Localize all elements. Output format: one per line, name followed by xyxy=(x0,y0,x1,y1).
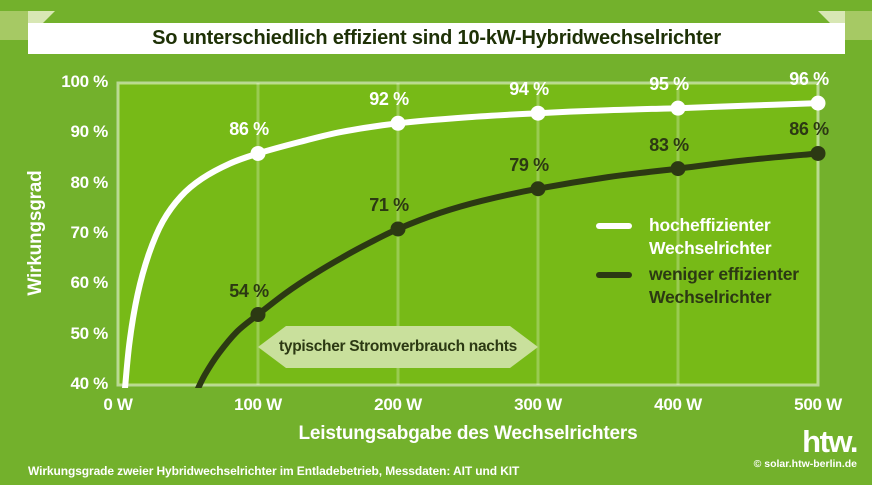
x-tick-label: 200 W xyxy=(374,395,422,414)
data-point-label: 86 % xyxy=(789,119,829,140)
data-point xyxy=(390,115,406,131)
data-point-label: 92 % xyxy=(369,89,409,110)
x-tick-label: 500 W xyxy=(794,395,842,414)
page-title: So unterschiedlich effizient sind 10-kW-… xyxy=(152,27,721,49)
htw-logo: htw. xyxy=(802,424,858,459)
data-point-label: 95 % xyxy=(649,74,689,95)
ribbon-tab-left xyxy=(0,11,30,40)
annotation-badge: typischer Stromverbrauch nachts xyxy=(258,326,538,368)
y-tick-label: 40 % xyxy=(70,374,108,393)
legend-entry-high-efficiency: hocheffizienter Wechselrichter xyxy=(596,214,799,260)
legend-label: hocheffizienter Wechselrichter xyxy=(649,215,772,258)
x-tick-label: 300 W xyxy=(514,395,562,414)
x-axis-title: Leistungsabgabe des Wechselrichters xyxy=(298,423,638,444)
data-point-label: 83 % xyxy=(649,134,689,155)
x-tick-label: 0 W xyxy=(103,395,133,414)
y-tick-label: 100 % xyxy=(61,72,108,91)
data-point xyxy=(530,181,546,197)
y-tick-label: 70 % xyxy=(70,223,108,242)
htw-logo-block: htw. © solar.htw-berlin.de xyxy=(753,424,859,470)
legend-line-icon-white xyxy=(596,223,632,229)
data-point-label: 94 % xyxy=(509,79,549,100)
plot-border xyxy=(116,81,820,387)
data-point-label: 79 % xyxy=(509,154,549,175)
data-point xyxy=(530,105,546,121)
data-point-label: 96 % xyxy=(789,69,829,90)
legend: hocheffizienter Wechselrichter weniger e… xyxy=(596,214,799,312)
x-tick-label: 400 W xyxy=(654,395,702,414)
y-tick-label: 90 % xyxy=(70,122,108,142)
curve-low-efficiency xyxy=(194,150,821,388)
ribbon-tab-right xyxy=(842,11,872,40)
data-point xyxy=(250,145,266,161)
legend-entry-low-efficiency: weniger effizienter Wechselrichter xyxy=(596,263,799,309)
data-point xyxy=(670,161,686,177)
y-tick-label: 60 % xyxy=(70,273,108,293)
data-point xyxy=(670,100,686,116)
data-point xyxy=(250,307,266,323)
data-point-label: 54 % xyxy=(229,280,269,301)
data-point xyxy=(390,221,406,237)
y-tick-label: 80 % xyxy=(70,172,108,192)
data-point xyxy=(810,95,826,111)
legend-line-icon-dark xyxy=(596,272,632,278)
y-tick-label: 50 % xyxy=(70,323,108,343)
annotation-text: typischer Stromverbrauch nachts xyxy=(279,338,517,355)
x-tick-label: 100 W xyxy=(234,395,282,414)
curve-high-efficiency xyxy=(122,100,821,388)
data-point-label: 71 % xyxy=(369,194,409,215)
title-ribbon: So unterschiedlich effizient sind 10-kW-… xyxy=(28,23,845,54)
data-point-label: 86 % xyxy=(229,119,269,140)
source-note: Wirkungsgrade zweier Hybridwechselrichte… xyxy=(28,464,520,478)
copyright-note: © solar.htw-berlin.de xyxy=(753,458,857,470)
data-point xyxy=(810,145,826,161)
legend-label: weniger effizienter Wechselrichter xyxy=(649,264,799,307)
